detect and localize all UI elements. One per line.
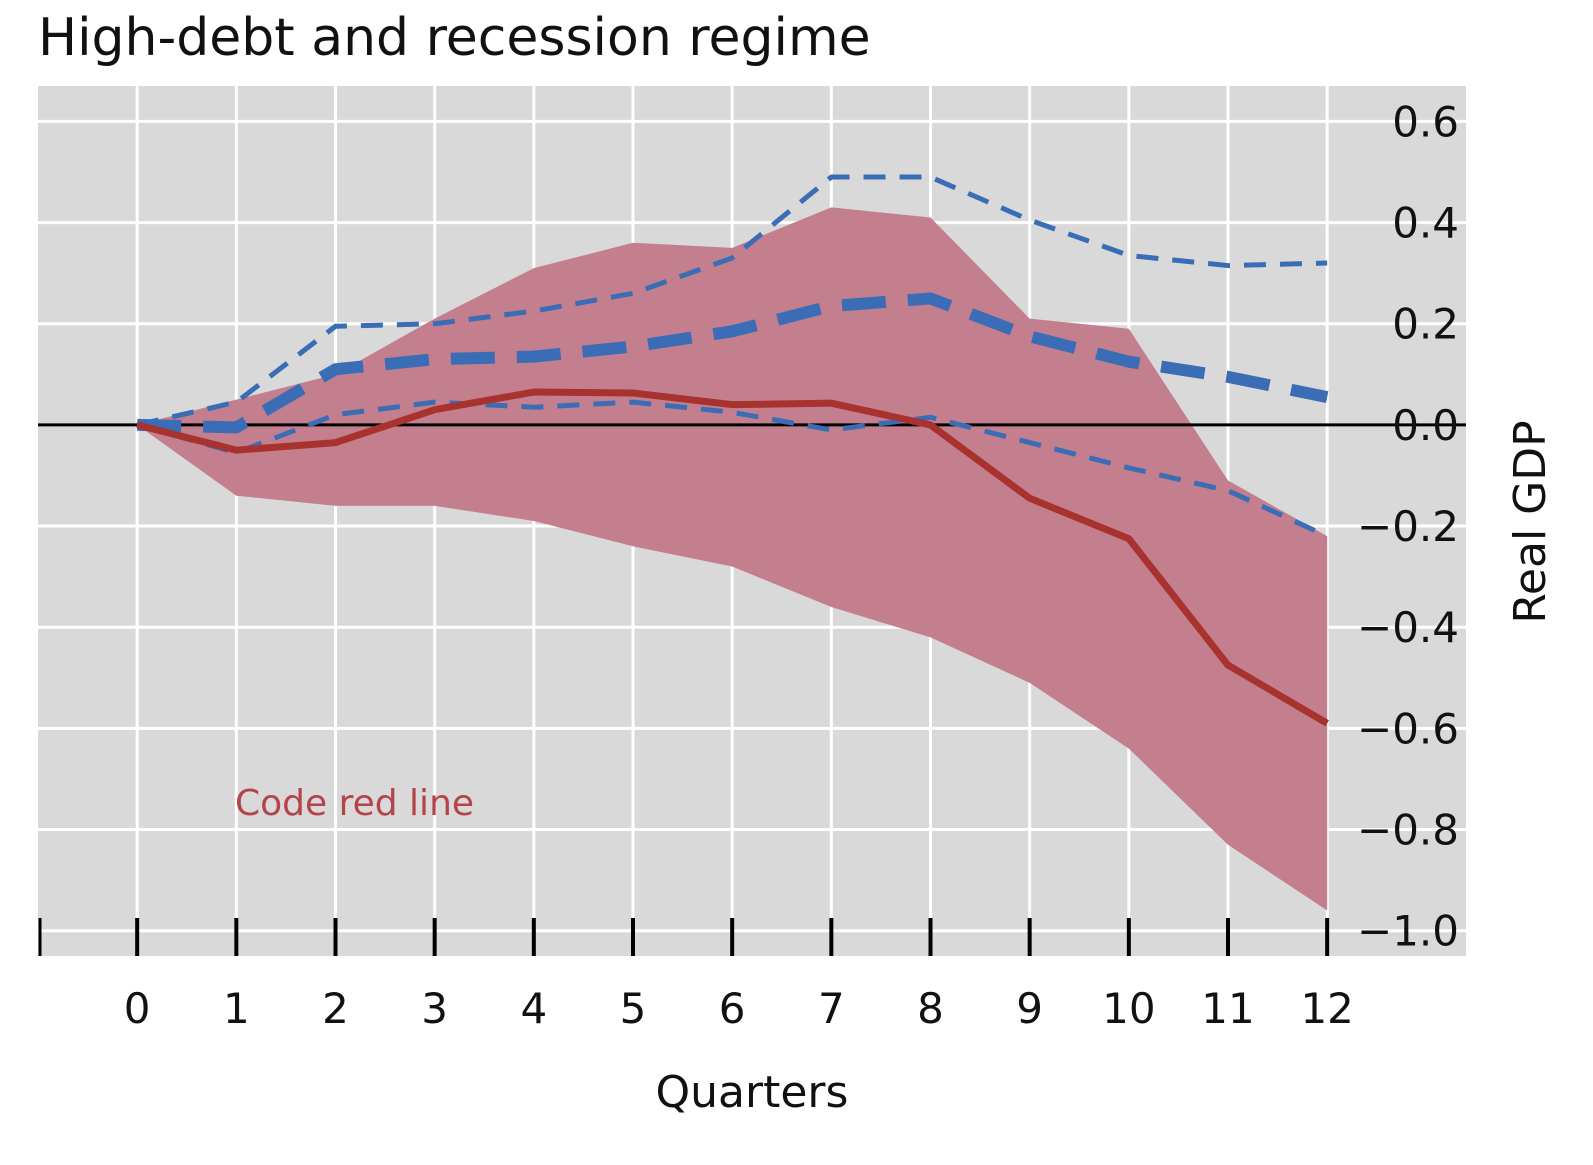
series-line-solid-red	[136, 388, 1329, 727]
y-axis-ticks: 0.6 0.4 0.2 0.0 −0.2 −0.4 −0.6 −0.8 −1.0	[1357, 97, 1459, 955]
x-axis-title: Quarters	[656, 1067, 849, 1118]
chart-title: High-debt and recession regime	[38, 8, 871, 68]
y-tick-label: 0.0	[1392, 401, 1459, 450]
band-area	[137, 207, 1328, 911]
x-tick-label: 0	[124, 984, 151, 1033]
y-tick-label: −0.6	[1357, 704, 1459, 753]
annotation-code-red-line: Code red line	[235, 783, 474, 824]
x-tick-label: 4	[520, 984, 547, 1033]
series-line-thin-dashed-blue	[136, 399, 1329, 539]
y-tick-label: 0.2	[1392, 300, 1459, 349]
x-tick-label: 11	[1201, 984, 1254, 1033]
y-axis-title: Real GDP	[1505, 420, 1556, 623]
series-lines	[136, 174, 1329, 727]
series-line-thin-dashed-blue	[136, 174, 1328, 428]
y-tick-label: 0.4	[1392, 199, 1459, 248]
series-line-thick-dashed-blue	[137, 292, 1329, 434]
y-tick-label: −1.0	[1357, 907, 1459, 956]
y-tick-label: −0.4	[1357, 603, 1459, 652]
confidence-band	[137, 207, 1328, 911]
x-tick-label: 9	[1016, 984, 1043, 1033]
x-tick-label: 2	[322, 984, 349, 1033]
x-axis-ticks: 0 1 2 3 4 5 6 7 8 9 10 11 12	[38, 918, 1354, 1033]
x-tick-label: 7	[818, 984, 845, 1033]
x-tick-label: 6	[719, 984, 746, 1033]
y-tick-label: −0.8	[1357, 806, 1459, 855]
x-tick-label: 1	[223, 984, 250, 1033]
y-tick-label: 0.6	[1392, 97, 1459, 146]
x-tick-label: 5	[620, 984, 647, 1033]
x-tick-label: 12	[1300, 984, 1353, 1033]
x-tick-label: 10	[1102, 984, 1155, 1033]
x-tick-label: 8	[917, 984, 944, 1033]
y-tick-label: −0.2	[1357, 502, 1459, 551]
x-tick-label: 3	[421, 984, 448, 1033]
